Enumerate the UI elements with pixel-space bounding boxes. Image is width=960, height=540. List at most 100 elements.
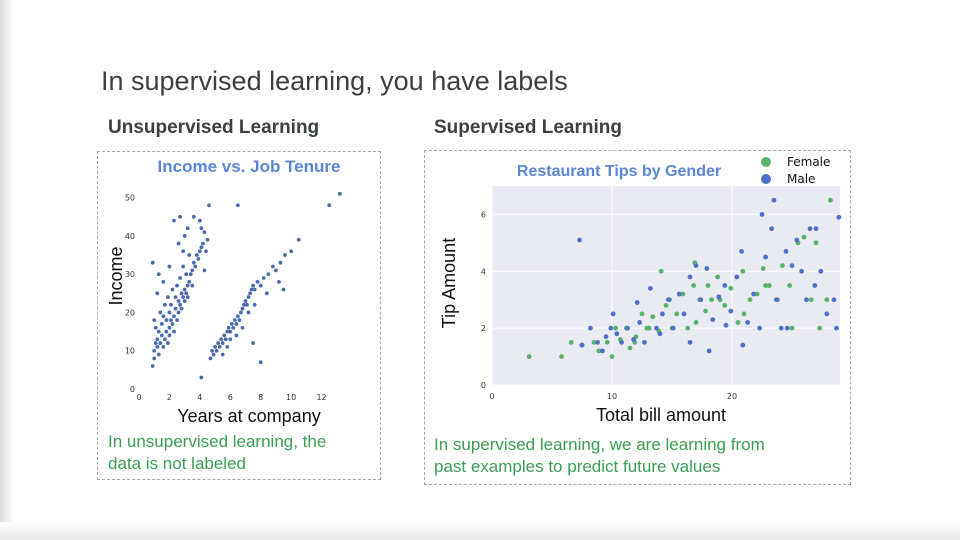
chart-left-point	[225, 345, 230, 349]
chart-left-point	[220, 341, 225, 345]
chart-left-point	[196, 256, 201, 261]
chart-right-point-female	[715, 274, 720, 280]
chart-right-point-female	[639, 311, 645, 317]
chart-right-point-male	[610, 311, 616, 317]
chart-right-point-male	[723, 322, 729, 328]
chart-left-point	[220, 352, 225, 357]
chart-left-xtick: 10	[286, 393, 296, 402]
chart-left-point	[169, 302, 173, 307]
chart-left-point	[204, 249, 208, 254]
unsupervised-caption-line-1: In unsupervised learning, the	[108, 432, 327, 451]
chart-left-xtick: 12	[316, 393, 326, 402]
chart-right-point-male	[734, 274, 740, 280]
chart-right-ytick: 6	[481, 210, 486, 219]
chart-left-point	[170, 322, 175, 326]
chart-right-point-female	[693, 320, 699, 325]
chart-left-point	[197, 218, 202, 223]
chart-right-point-male	[778, 325, 784, 331]
chart-left-point	[237, 318, 242, 323]
chart-left-point	[228, 329, 233, 334]
chart-left-point	[216, 341, 221, 345]
chart-left-point	[274, 268, 278, 273]
chart-left-point	[191, 260, 196, 265]
unsupervised-caption-line-2: data is not labeled	[108, 454, 246, 473]
chart-right-point-female	[559, 354, 564, 359]
chart-right-point-male	[634, 300, 640, 305]
chart-right-point-female	[650, 314, 656, 320]
chart-left-point	[182, 299, 187, 303]
chart-right-point-male	[666, 297, 671, 303]
chart-right-point-male	[625, 325, 630, 331]
chart-left-point	[181, 295, 186, 300]
chart-left-point	[162, 337, 167, 342]
unsupervised-caption: In unsupervised learning, the data is no…	[108, 431, 326, 475]
chart-right-point-male	[812, 283, 818, 288]
chart-left-point	[234, 322, 239, 326]
chart-left-point	[166, 341, 170, 345]
chart-left-point	[266, 272, 271, 277]
chart-left-point	[173, 295, 178, 300]
chart-left-point	[181, 264, 186, 269]
chart-right-ytick: 0	[481, 381, 486, 390]
supervised-caption-line-2: past examples to predict future values	[434, 457, 721, 476]
chart-left-point	[235, 203, 240, 208]
chart-right-point-male	[799, 268, 804, 274]
chart-left-point	[164, 318, 169, 323]
chart-right-point-female	[740, 268, 746, 274]
chart-left-xtick: 0	[136, 393, 141, 402]
chart-right-point-female	[722, 303, 728, 308]
chart-left-point	[261, 276, 266, 280]
chart-right-point-female	[817, 325, 822, 331]
chart-left-point	[246, 295, 251, 300]
chart-right-point-male	[763, 254, 768, 260]
chart-right-point-male	[818, 268, 824, 274]
chart-left-point	[187, 253, 192, 257]
chart-right-point-female	[658, 268, 664, 274]
chart-left-point	[161, 345, 166, 349]
chart-left-point	[185, 226, 190, 231]
chart-right-point-male	[588, 325, 593, 331]
chart-left-point	[193, 264, 198, 269]
chart-right-point-male	[706, 348, 712, 354]
unsupervised-heading: Unsupervised Learning	[108, 117, 320, 138]
chart-left-point	[179, 306, 184, 311]
chart-left-point	[155, 345, 160, 349]
chart-right-point-male	[740, 342, 746, 348]
chart-left-point	[213, 345, 217, 349]
chart-left-point	[167, 325, 172, 330]
chart-right-point-male	[722, 283, 728, 288]
chart-left-point	[179, 291, 184, 296]
chart-right-point-male	[670, 325, 676, 331]
chart-right-point-male	[631, 337, 636, 342]
chart-right-point-male	[687, 339, 693, 345]
chart-left-point	[252, 302, 257, 307]
chart-left-point	[199, 226, 204, 231]
chart-right-point-male	[759, 212, 765, 217]
chart-left-xtick: 2	[167, 393, 172, 402]
chart-right-plot-area	[492, 186, 840, 385]
chart-left-point	[178, 214, 182, 219]
chart-left-point	[289, 249, 294, 254]
chart-right-point-male	[807, 226, 813, 232]
chart-left-ytick: 30	[125, 270, 135, 279]
chart-left-point	[243, 299, 248, 303]
chart-left-point	[191, 214, 196, 219]
chart-left-point	[156, 352, 161, 357]
chart-left-point	[240, 325, 245, 330]
chart-left-point	[153, 325, 158, 330]
chart-left-point	[255, 279, 260, 284]
chart-right-point-male	[789, 263, 795, 268]
chart-left-ytick: 20	[125, 308, 135, 317]
chart-right-point-male	[751, 291, 756, 297]
chart-left-point	[205, 237, 210, 242]
chart-left-ytick: 50	[125, 194, 135, 203]
chart-left-point	[176, 299, 181, 303]
chart-right-point-female	[760, 266, 766, 271]
chart-right-point-male	[676, 291, 682, 297]
chart-left-point	[337, 191, 342, 196]
chart-right-point-male	[603, 334, 609, 340]
chart-left-point	[208, 356, 213, 361]
chart-right-point-male	[681, 311, 687, 317]
